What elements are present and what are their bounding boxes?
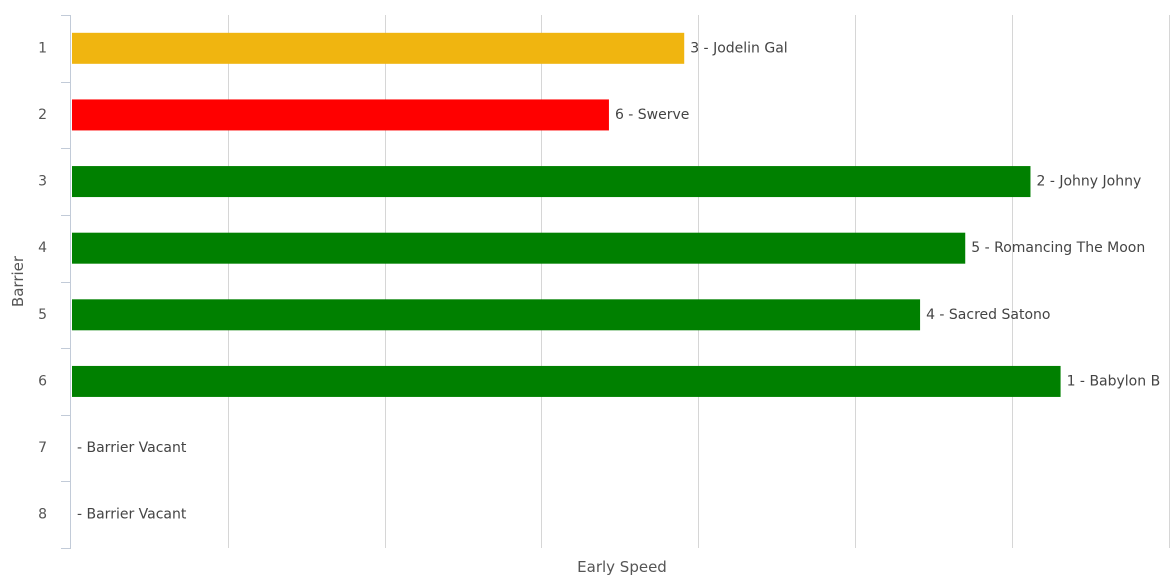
data-label-barrier-1: 3 - Jodelin Gal [690, 40, 787, 56]
bar-barrier-2[interactable] [72, 99, 609, 131]
y-tick-label-8: 8 [38, 507, 47, 523]
bar-barrier-3[interactable] [72, 166, 1031, 198]
y-tick-label-5: 5 [38, 307, 47, 323]
bar-barrier-5[interactable] [72, 299, 921, 331]
y-tick-label-6: 6 [38, 373, 47, 389]
y-tick-label-1: 1 [38, 40, 47, 56]
data-label-barrier-2: 6 - Swerve [615, 107, 689, 123]
data-label-barrier-5: 4 - Sacred Satono [926, 307, 1050, 323]
bar-barrier-6[interactable] [72, 365, 1061, 397]
bars [72, 32, 1061, 397]
data-label-barrier-8: - Barrier Vacant [77, 507, 187, 523]
bar-barrier-1[interactable] [72, 32, 685, 64]
y-axis [61, 15, 71, 549]
data-label-barrier-4: 5 - Romancing The Moon [971, 240, 1145, 256]
y-tick-label-7: 7 [38, 440, 47, 456]
data-label-barrier-7: - Barrier Vacant [77, 440, 187, 456]
y-tick-labels: 1 2 3 4 5 6 7 8 [38, 40, 47, 522]
y-tick-label-4: 4 [38, 240, 47, 256]
bar-barrier-4[interactable] [72, 232, 966, 264]
y-tick-label-3: 3 [38, 174, 47, 190]
y-axis-title: Barrier [9, 255, 27, 307]
y-tick-label-2: 2 [38, 107, 47, 123]
gridlines [228, 15, 1170, 548]
data-labels: 3 - Jodelin Gal 6 - Swerve 2 - Johny Johny… [77, 40, 1160, 522]
x-axis-title: Early Speed [577, 558, 667, 576]
data-label-barrier-3: 2 - Johny Johny [1036, 174, 1141, 190]
data-label-barrier-6: 1 - Babylon B [1067, 373, 1161, 389]
